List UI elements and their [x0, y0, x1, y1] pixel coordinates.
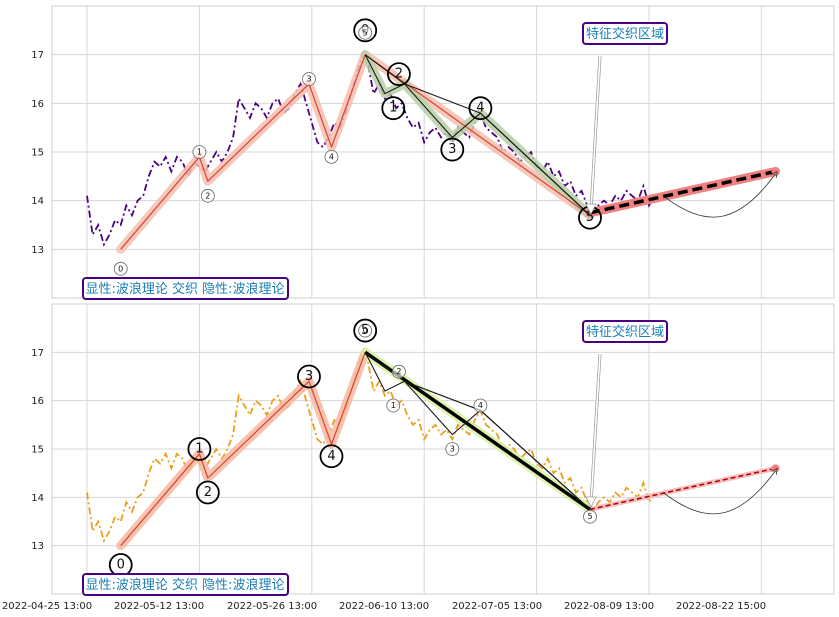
wave-label: 2 [396, 367, 401, 376]
wave-label: 4 [327, 449, 335, 464]
annotation-arrow [590, 353, 601, 505]
wave-label: 1 [389, 101, 397, 116]
major-wave-down-line [364, 350, 592, 511]
wave-label: 1 [195, 442, 203, 457]
wave-label-ring [195, 480, 220, 505]
y-tick-label: 16 [31, 99, 44, 110]
wave-label: 5 [363, 28, 368, 37]
y-tick-label: 17 [31, 348, 44, 359]
wave-label-ring [583, 509, 597, 524]
forecast-line [589, 169, 776, 215]
y-tick-label: 14 [31, 196, 44, 207]
forecast-band [587, 465, 778, 512]
wave-label: 2 [205, 191, 210, 200]
wave-label-ring [381, 96, 406, 121]
wave-label-ring [353, 318, 378, 343]
wave-label: 0 [363, 326, 368, 335]
wave-label-ring [392, 364, 406, 379]
wave-label-ring [353, 18, 378, 43]
annotation-text: 特征交织区域 [586, 324, 664, 340]
y-tick-label: 13 [31, 245, 44, 256]
wave-label: 1 [197, 148, 202, 157]
wave-label-ring [319, 444, 344, 469]
minor-wave-envelope-line [364, 54, 591, 216]
wave-label: 2 [395, 67, 403, 82]
wave-label: 4 [329, 152, 334, 161]
wave-label-ring [192, 145, 207, 159]
annotation-arrow-head [585, 496, 597, 508]
wave-label-ring [440, 137, 465, 162]
x-tick-label: 2022-08-22 15:00 [676, 601, 766, 612]
wave-label: 4 [478, 401, 483, 410]
price-series-line [86, 350, 656, 544]
wave-label-ring [445, 442, 460, 456]
major-wave-line [120, 352, 366, 547]
y-tick-label: 14 [31, 493, 44, 504]
x-tick-label: 2022-04-25 13:00 [2, 601, 92, 612]
curved-arrow [662, 471, 775, 515]
y-tick-label: 17 [31, 50, 44, 61]
wave-label: 5 [361, 323, 369, 338]
x-tick-label: 2022-05-26 13:00 [227, 601, 317, 612]
wave-label: 2 [204, 485, 212, 500]
y-tick-label: 15 [31, 148, 44, 159]
legend-box [82, 277, 289, 300]
wave-label: 5 [587, 512, 592, 521]
annotation-box [582, 22, 668, 45]
wave-label: 0 [117, 558, 125, 573]
wave-label: 3 [450, 445, 455, 454]
curved-arrow [662, 174, 775, 218]
wave-label-ring [473, 398, 488, 413]
wave-label-ring [386, 398, 401, 413]
wave-label: 4 [476, 101, 484, 116]
y-tick-label: 13 [31, 541, 44, 552]
wave-label-ring [358, 323, 373, 338]
wave-label: 3 [306, 75, 311, 84]
y-tick-label: 15 [31, 445, 44, 456]
y-tick-label: 16 [31, 396, 44, 407]
wave-label: 3 [448, 142, 456, 157]
wave-label-ring [324, 149, 339, 164]
x-tick-label: 2022-07-05 13:00 [452, 601, 542, 612]
x-tick-label: 2022-05-12 13:00 [114, 601, 204, 612]
wave-label: 0 [118, 264, 123, 273]
legend-text: 显性:波浪理论 交织 隐性:波浪理论 [85, 577, 284, 593]
wave-label-ring [113, 261, 128, 276]
wave-label: 3 [305, 369, 313, 384]
legend-text: 显性:波浪理论 交织 隐性:波浪理论 [85, 281, 284, 297]
wave-label-ring [387, 62, 411, 87]
wave-label: 5 [586, 210, 594, 225]
annotation-box [582, 320, 668, 343]
wave-label-ring [302, 72, 316, 86]
minor-wave-envelope-line [364, 351, 591, 510]
wave-label-ring [358, 25, 373, 40]
x-tick-label: 2022-06-10 13:00 [339, 601, 429, 612]
wave-label-ring [187, 437, 212, 461]
annotation-arrow [590, 55, 601, 212]
price-series-line [86, 52, 656, 247]
wave-label: 1 [391, 401, 396, 410]
wave-label-ring [200, 188, 215, 203]
wave-label-ring [297, 364, 321, 389]
annotation-arrow-head [585, 203, 597, 215]
wave-label-ring [468, 96, 493, 121]
legend-box [82, 573, 289, 596]
annotation-text: 特征交织区域 [586, 26, 664, 42]
x-tick-label: 2022-08-09 13:00 [564, 601, 654, 612]
